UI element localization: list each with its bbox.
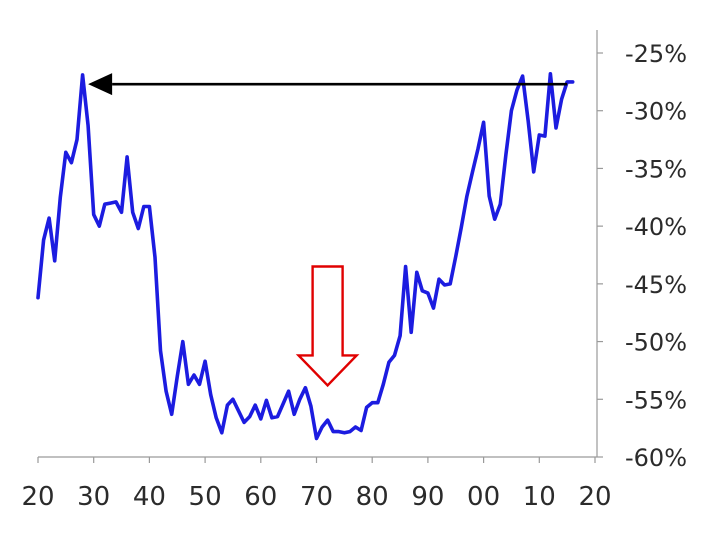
x-tick-label: 60 [244,482,277,512]
x-tick-label: 50 [189,482,222,512]
x-tick-label: 20 [21,482,54,512]
y-tick-label: -25% [625,40,687,68]
y-tick-label: -30% [625,98,687,126]
y-tick-label: -50% [625,329,687,357]
x-tick-label: 70 [300,482,333,512]
x-tick-label: 80 [356,482,389,512]
y-axis-ticks: -25% -30% -35% -40% -45% -50% -55% -60% [597,40,687,472]
x-tick-label: 30 [77,482,110,512]
axes [38,30,597,457]
x-tick-label: 00 [467,482,500,512]
series-layer [38,74,573,439]
x-tick-label: 40 [133,482,166,512]
y-tick-label: -35% [625,155,687,183]
x-tick-label: 90 [411,482,444,512]
y-tick-label: -45% [625,271,687,299]
series-line [38,74,573,439]
down-arrow-annotation [299,267,357,386]
y-tick-label: -55% [625,386,687,414]
x-tick-label: 10 [523,482,556,512]
x-axis-ticks: 20 30 40 50 60 70 80 90 00 10 20 [21,457,611,512]
y-tick-label: -40% [625,213,687,241]
arrow-head-left [88,73,112,95]
y-tick-label: -60% [625,444,687,472]
x-tick-label: 20 [578,482,611,512]
